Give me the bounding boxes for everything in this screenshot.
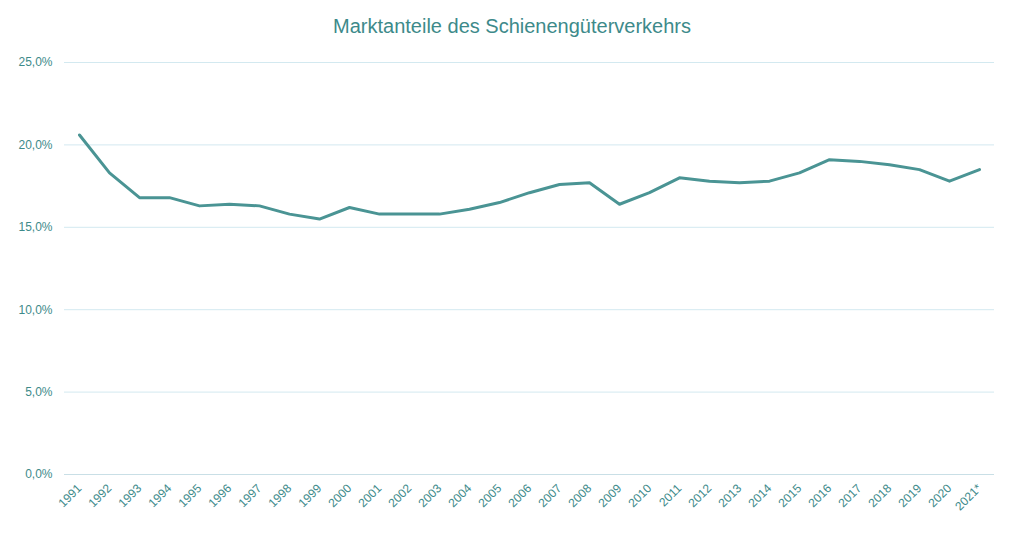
svg-text:2011: 2011 [656,481,684,509]
svg-text:1999: 1999 [296,481,325,510]
svg-text:2017: 2017 [836,481,865,510]
svg-text:0,0%: 0,0% [25,467,53,481]
svg-text:20,0%: 20,0% [18,138,52,152]
svg-text:2003: 2003 [416,481,445,510]
svg-text:2010: 2010 [626,481,655,510]
svg-text:1995: 1995 [176,481,205,510]
svg-text:1997: 1997 [236,481,265,510]
svg-text:2008: 2008 [566,481,595,510]
svg-text:10,0%: 10,0% [18,303,52,317]
svg-text:2002: 2002 [386,481,415,510]
svg-text:2015: 2015 [776,481,805,510]
svg-text:1991: 1991 [56,481,85,510]
svg-text:2001: 2001 [356,481,385,510]
svg-text:2021*: 2021* [952,481,984,513]
svg-text:2005: 2005 [476,481,505,510]
svg-text:1993: 1993 [116,481,145,510]
svg-text:2020: 2020 [926,481,955,510]
svg-text:2013: 2013 [716,481,745,510]
svg-text:2014: 2014 [746,481,775,510]
svg-text:2016: 2016 [806,481,835,510]
svg-text:2006: 2006 [506,481,535,510]
svg-text:25,0%: 25,0% [18,55,52,69]
svg-text:2007: 2007 [536,481,565,510]
svg-text:2019: 2019 [896,481,925,510]
html-text:Marktanteile des Schienengüter: Marktanteile des Schienengüterverkehrs [333,15,691,37]
svg-text:1998: 1998 [266,481,295,510]
svg-text:15,0%: 15,0% [18,220,52,234]
svg-text:2000: 2000 [326,481,355,510]
svg-text:2004: 2004 [446,481,475,510]
svg-text:2009: 2009 [596,481,625,510]
svg-text:5,0%: 5,0% [25,385,53,399]
svg-text:1996: 1996 [206,481,235,510]
svg-text:2018: 2018 [866,481,895,510]
svg-text:1992: 1992 [86,481,115,510]
svg-text:2012: 2012 [686,481,715,510]
svg-text:1994: 1994 [146,481,175,510]
